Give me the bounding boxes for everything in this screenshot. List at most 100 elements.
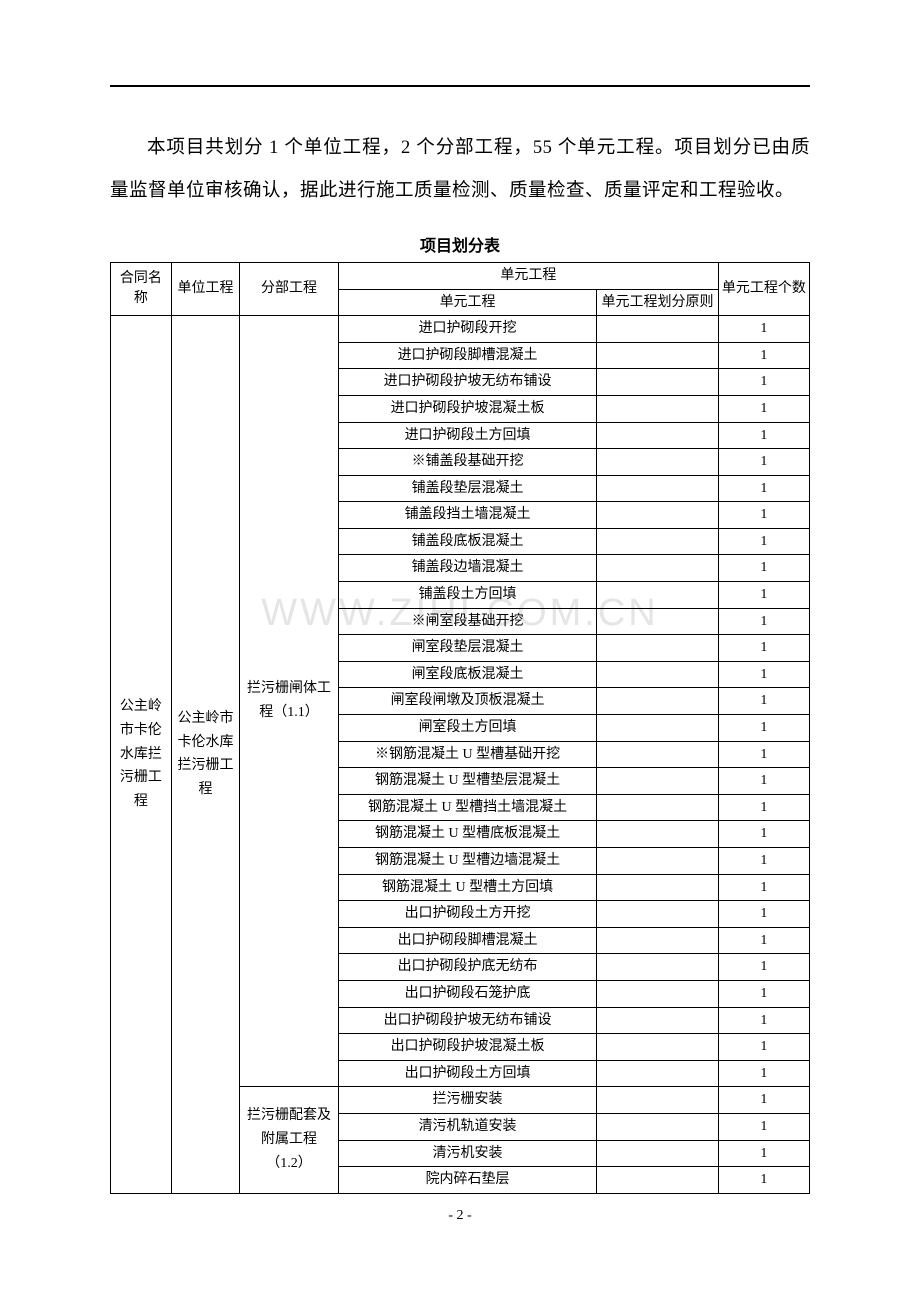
header-unit: 单位工程 xyxy=(171,262,239,315)
element-cell: 院内碎石垫层 xyxy=(338,1167,596,1194)
count-cell: 1 xyxy=(718,1034,809,1061)
principle-cell xyxy=(597,1034,719,1061)
element-cell: 铺盖段垫层混凝土 xyxy=(338,475,596,502)
count-cell: 1 xyxy=(718,661,809,688)
count-cell: 1 xyxy=(718,1087,809,1114)
principle-cell xyxy=(597,715,719,742)
count-cell: 1 xyxy=(718,369,809,396)
count-cell: 1 xyxy=(718,848,809,875)
element-cell: 铺盖段土方回填 xyxy=(338,582,596,609)
element-cell: 铺盖段底板混凝土 xyxy=(338,528,596,555)
element-cell: 铺盖段挡土墙混凝土 xyxy=(338,502,596,529)
count-cell: 1 xyxy=(718,688,809,715)
element-cell: 出口护砌段护坡混凝土板 xyxy=(338,1034,596,1061)
element-cell: 出口护砌段石笼护底 xyxy=(338,980,596,1007)
element-cell: 出口护砌段护坡无纺布铺设 xyxy=(338,1007,596,1034)
count-cell: 1 xyxy=(718,874,809,901)
element-cell: 闸室段土方回填 xyxy=(338,715,596,742)
count-cell: 1 xyxy=(718,794,809,821)
principle-cell xyxy=(597,1167,719,1194)
principle-cell xyxy=(597,768,719,795)
element-cell: 钢筋混凝土 U 型槽底板混凝土 xyxy=(338,821,596,848)
count-cell: 1 xyxy=(718,475,809,502)
element-cell: 进口护砌段护坡混凝土板 xyxy=(338,395,596,422)
principle-cell xyxy=(597,901,719,928)
element-cell: 出口护砌段土方开挖 xyxy=(338,901,596,928)
element-cell: 拦污栅安装 xyxy=(338,1087,596,1114)
element-cell: 清污机安装 xyxy=(338,1140,596,1167)
header-contract: 合同名称 xyxy=(111,262,172,315)
principle-cell xyxy=(597,342,719,369)
count-cell: 1 xyxy=(718,768,809,795)
element-cell: ※闸室段基础开挖 xyxy=(338,608,596,635)
header-division: 分部工程 xyxy=(240,262,339,315)
element-cell: ※钢筋混凝土 U 型槽基础开挖 xyxy=(338,741,596,768)
contract-cell: 公主岭市卡伦水库拦污栅工程 xyxy=(111,316,172,1194)
principle-cell xyxy=(597,954,719,981)
division1-cell: 拦污栅闸体工程（1.1） xyxy=(240,316,339,1087)
page-number: - 2 - xyxy=(110,1208,810,1224)
count-cell: 1 xyxy=(718,502,809,529)
count-cell: 1 xyxy=(718,316,809,343)
count-cell: 1 xyxy=(718,555,809,582)
principle-cell xyxy=(597,1007,719,1034)
count-cell: 1 xyxy=(718,980,809,1007)
element-cell: 出口护砌段脚槽混凝土 xyxy=(338,927,596,954)
principle-cell xyxy=(597,555,719,582)
principle-cell xyxy=(597,1060,719,1087)
count-cell: 1 xyxy=(718,582,809,609)
element-cell: 进口护砌段护坡无纺布铺设 xyxy=(338,369,596,396)
element-cell: 闸室段垫层混凝土 xyxy=(338,635,596,662)
principle-cell xyxy=(597,582,719,609)
count-cell: 1 xyxy=(718,821,809,848)
header-element-group: 单元工程 xyxy=(338,262,718,289)
element-cell: 钢筋混凝土 U 型槽土方回填 xyxy=(338,874,596,901)
principle-cell xyxy=(597,1113,719,1140)
count-cell: 1 xyxy=(718,901,809,928)
principle-cell xyxy=(597,874,719,901)
principle-cell xyxy=(597,794,719,821)
principle-cell xyxy=(597,688,719,715)
count-cell: 1 xyxy=(718,342,809,369)
header-count: 单元工程个数 xyxy=(718,262,809,315)
principle-cell xyxy=(597,528,719,555)
count-cell: 1 xyxy=(718,715,809,742)
count-cell: 1 xyxy=(718,635,809,662)
element-cell: 进口护砌段土方回填 xyxy=(338,422,596,449)
count-cell: 1 xyxy=(718,449,809,476)
principle-cell xyxy=(597,1140,719,1167)
principle-cell xyxy=(597,821,719,848)
element-cell: 闸室段底板混凝土 xyxy=(338,661,596,688)
principle-cell xyxy=(597,502,719,529)
count-cell: 1 xyxy=(718,528,809,555)
principle-cell xyxy=(597,369,719,396)
principle-cell xyxy=(597,980,719,1007)
principle-cell xyxy=(597,475,719,502)
intro-paragraph: 本项目共划分 1 个单位工程，2 个分部工程，55 个单元工程。项目划分已由质量… xyxy=(110,127,810,214)
division-table: 合同名称单位工程分部工程单元工程单元工程个数单元工程单元工程划分原则公主岭市卡伦… xyxy=(110,262,810,1194)
element-cell: 钢筋混凝土 U 型槽垫层混凝土 xyxy=(338,768,596,795)
count-cell: 1 xyxy=(718,608,809,635)
count-cell: 1 xyxy=(718,1113,809,1140)
principle-cell xyxy=(597,661,719,688)
element-cell: 铺盖段边墙混凝土 xyxy=(338,555,596,582)
count-cell: 1 xyxy=(718,954,809,981)
principle-cell xyxy=(597,848,719,875)
element-cell: 出口护砌段护底无纺布 xyxy=(338,954,596,981)
top-rule xyxy=(110,85,810,87)
element-cell: 出口护砌段土方回填 xyxy=(338,1060,596,1087)
principle-cell xyxy=(597,449,719,476)
division2-cell: 拦污栅配套及附属工程（1.2） xyxy=(240,1087,339,1193)
element-cell: ※铺盖段基础开挖 xyxy=(338,449,596,476)
element-cell: 钢筋混凝土 U 型槽边墙混凝土 xyxy=(338,848,596,875)
count-cell: 1 xyxy=(718,1167,809,1194)
count-cell: 1 xyxy=(718,741,809,768)
count-cell: 1 xyxy=(718,1140,809,1167)
principle-cell xyxy=(597,422,719,449)
principle-cell xyxy=(597,741,719,768)
element-cell: 进口护砌段脚槽混凝土 xyxy=(338,342,596,369)
element-cell: 进口护砌段开挖 xyxy=(338,316,596,343)
count-cell: 1 xyxy=(718,927,809,954)
principle-cell xyxy=(597,927,719,954)
count-cell: 1 xyxy=(718,1060,809,1087)
